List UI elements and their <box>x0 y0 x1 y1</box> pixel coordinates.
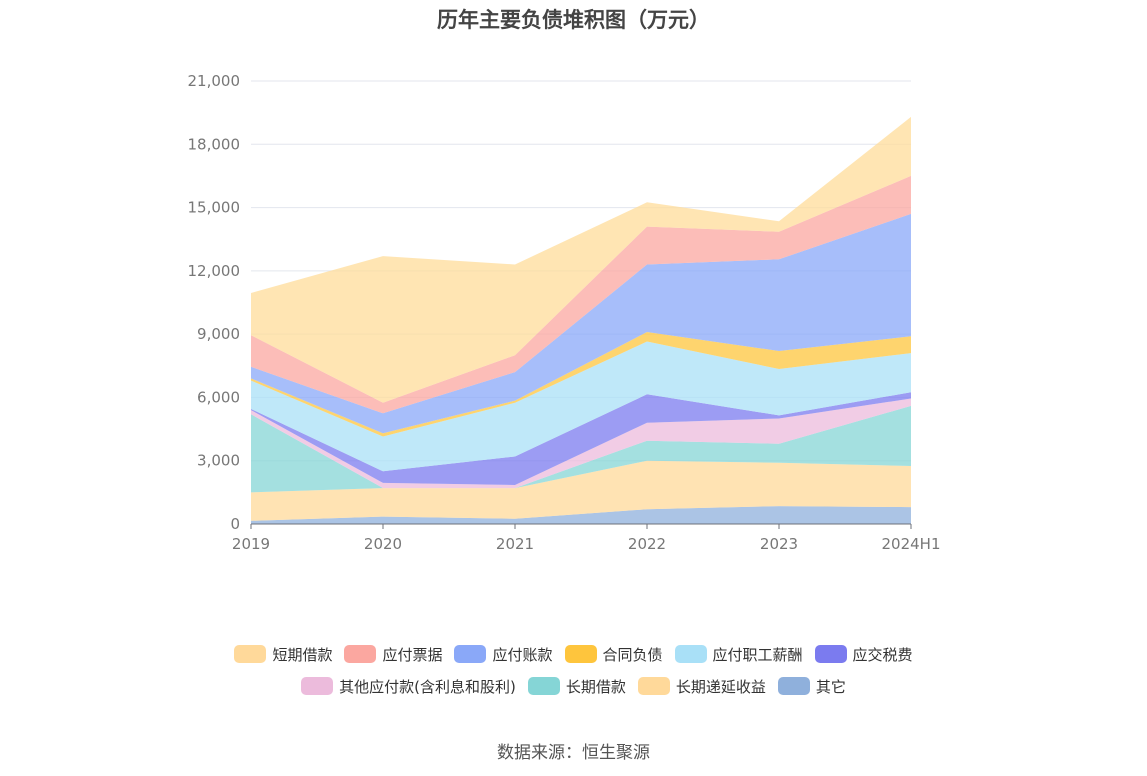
area-应付账款 <box>251 213 911 434</box>
source-note: 数据来源：恒生聚源 <box>497 743 650 763</box>
y-tick-label: 21,000 <box>188 72 241 90</box>
y-tick-label: 0 <box>230 515 240 533</box>
legend-label: 其他应付款(含利息和股利) <box>339 677 516 696</box>
area-应付职工薪酬 <box>251 341 911 472</box>
legend-swatch <box>344 645 377 663</box>
legend-swatch <box>301 677 334 695</box>
area-短期借款 <box>251 116 911 403</box>
legend-item[interactable]: 其它 <box>777 676 846 697</box>
legend-item[interactable]: 长期借款 <box>527 676 626 697</box>
y-tick-label: 18,000 <box>188 135 241 153</box>
legend-swatch <box>637 677 670 695</box>
area-应付票据 <box>251 175 911 414</box>
x-tick-label: 2020 <box>364 535 402 553</box>
legend-item[interactable]: 长期递延收益 <box>637 676 766 697</box>
legend-label: 应付职工薪酬 <box>712 645 803 664</box>
legend-label: 应付账款 <box>492 645 553 664</box>
legend-item[interactable]: 合同负债 <box>564 644 663 665</box>
y-tick-label: 15,000 <box>188 199 241 217</box>
legend-label: 应付票据 <box>382 645 443 664</box>
legend-swatch <box>814 645 847 663</box>
area-合同负债 <box>251 332 911 437</box>
legend-swatch <box>527 677 560 695</box>
y-tick-label: 9,000 <box>197 325 240 343</box>
legend-item[interactable]: 其他应付款(含利息和股利) <box>301 676 516 697</box>
y-tick-label: 12,000 <box>188 262 241 280</box>
area-应交税费 <box>251 392 911 485</box>
legend-label: 应交税费 <box>852 645 913 664</box>
legend-swatch <box>234 645 267 663</box>
legend-label: 长期借款 <box>565 677 626 696</box>
legend-label: 长期递延收益 <box>675 677 766 696</box>
legend-item[interactable]: 应付票据 <box>344 644 442 665</box>
legend-item[interactable]: 应付账款 <box>454 644 553 665</box>
area-series-layer <box>251 116 911 524</box>
legend-swatch <box>674 645 707 663</box>
legend-row: 其他应付款(含利息和股利) 长期借款 长期递延收益 其它 <box>0 670 1147 702</box>
legend-label: 其它 <box>815 677 846 696</box>
x-tick-label: 2019 <box>232 535 270 553</box>
x-tick-label: 2023 <box>760 535 798 553</box>
legend-row: 短期借款 应付票据 应付账款 合同负债 应付职工薪酬 应交税费 <box>0 638 1147 670</box>
axes: 0 3,000 6,000 9,000 12,000 15,000 18,000 21,000… <box>188 72 941 553</box>
area-长期借款 <box>251 405 911 493</box>
legend: 短期借款 应付票据 应付账款 合同负债 应付职工薪酬 应交税费 其他应付款(含利息和股利)… <box>0 638 1147 702</box>
chart-title: 历年主要负债堆积图（万元） <box>437 8 710 32</box>
y-tick-label: 6,000 <box>197 388 240 406</box>
legend-item[interactable]: 应交税费 <box>814 644 913 665</box>
legend-swatch <box>454 645 487 663</box>
legend-item[interactable]: 应付职工薪酬 <box>674 644 803 665</box>
area-长期递延收益 <box>251 460 911 521</box>
x-tick-label: 2021 <box>496 535 534 553</box>
legend-label: 合同负债 <box>602 645 663 664</box>
area-其他应付款(含利息和股利) <box>251 398 911 489</box>
legend-label: 短期借款 <box>272 645 333 664</box>
legend-swatch <box>777 677 810 695</box>
x-tick-label: 2024H1 <box>882 535 941 553</box>
area-其它 <box>251 506 911 524</box>
x-tick-label: 2022 <box>628 535 666 553</box>
legend-item[interactable]: 短期借款 <box>234 644 332 665</box>
y-tick-label: 3,000 <box>197 452 240 470</box>
legend-swatch <box>564 645 597 663</box>
